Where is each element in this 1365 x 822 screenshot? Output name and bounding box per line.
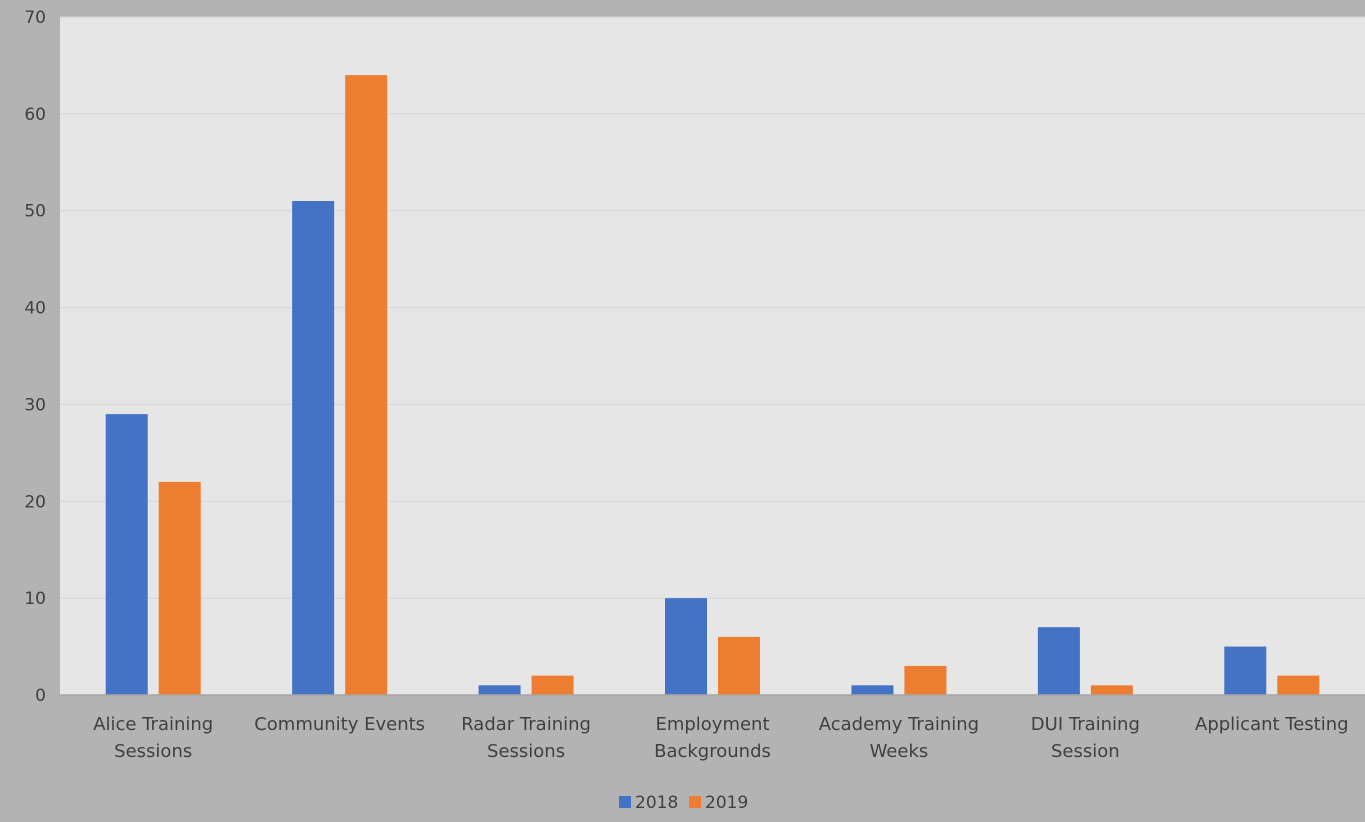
y-tick-label: 50 <box>24 202 46 222</box>
y-tick-label: 30 <box>24 395 46 415</box>
bar-2019-0 <box>158 481 201 695</box>
y-tick-label: 70 <box>24 8 46 28</box>
x-category-label: Alice Training <box>93 714 213 735</box>
x-category-label: Session <box>1051 741 1120 762</box>
x-category-label: Sessions <box>114 741 192 762</box>
x-category-label: Weeks <box>870 741 929 762</box>
x-category-label: Radar Training <box>461 714 591 735</box>
legend-label-2019: 2019 <box>705 793 748 813</box>
bar-2018-1 <box>292 201 335 695</box>
bar-2019-4 <box>904 665 947 695</box>
bar-2019-1 <box>345 75 388 696</box>
legend-label-2018: 2018 <box>635 793 678 813</box>
bar-2019-5 <box>1090 685 1133 695</box>
bar-2019-3 <box>718 636 760 695</box>
bar-2018-0 <box>105 414 148 695</box>
y-tick-label: 10 <box>24 589 46 609</box>
x-category-label: Employment <box>655 714 769 735</box>
x-category-label: Community Events <box>254 714 425 735</box>
x-axis-categories: Alice Training Sessions Community Events Ra… <box>93 714 1348 762</box>
legend: 2018 2019 <box>619 793 748 813</box>
gridlines <box>60 16 1365 599</box>
x-category-label: Applicant Testing <box>1195 714 1349 735</box>
bar-2018-5 <box>1037 627 1080 695</box>
x-category-label: Backgrounds <box>654 741 771 762</box>
y-tick-label: 20 <box>24 492 46 512</box>
legend-swatch-2018 <box>619 796 631 808</box>
bar-2018-4 <box>851 685 894 695</box>
bar-2018-2 <box>478 685 521 695</box>
x-category-label: DUI Training <box>1031 714 1140 735</box>
y-tick-label: 0 <box>35 686 46 706</box>
bars <box>105 75 1320 696</box>
bar-2018-3 <box>665 598 707 695</box>
bar-2019-2 <box>531 675 574 695</box>
y-tick-label: 40 <box>24 299 46 319</box>
y-tick-label: 60 <box>24 105 46 125</box>
x-category-label: Sessions <box>487 741 565 762</box>
plot-area <box>60 17 1365 695</box>
legend-swatch-2019 <box>689 796 701 808</box>
bar-2018-6 <box>1224 646 1267 695</box>
y-axis-ticks: 0 10 20 30 40 50 60 70 <box>24 8 46 706</box>
x-category-label: Academy Training <box>819 714 979 735</box>
bar-2019-6 <box>1277 675 1320 695</box>
